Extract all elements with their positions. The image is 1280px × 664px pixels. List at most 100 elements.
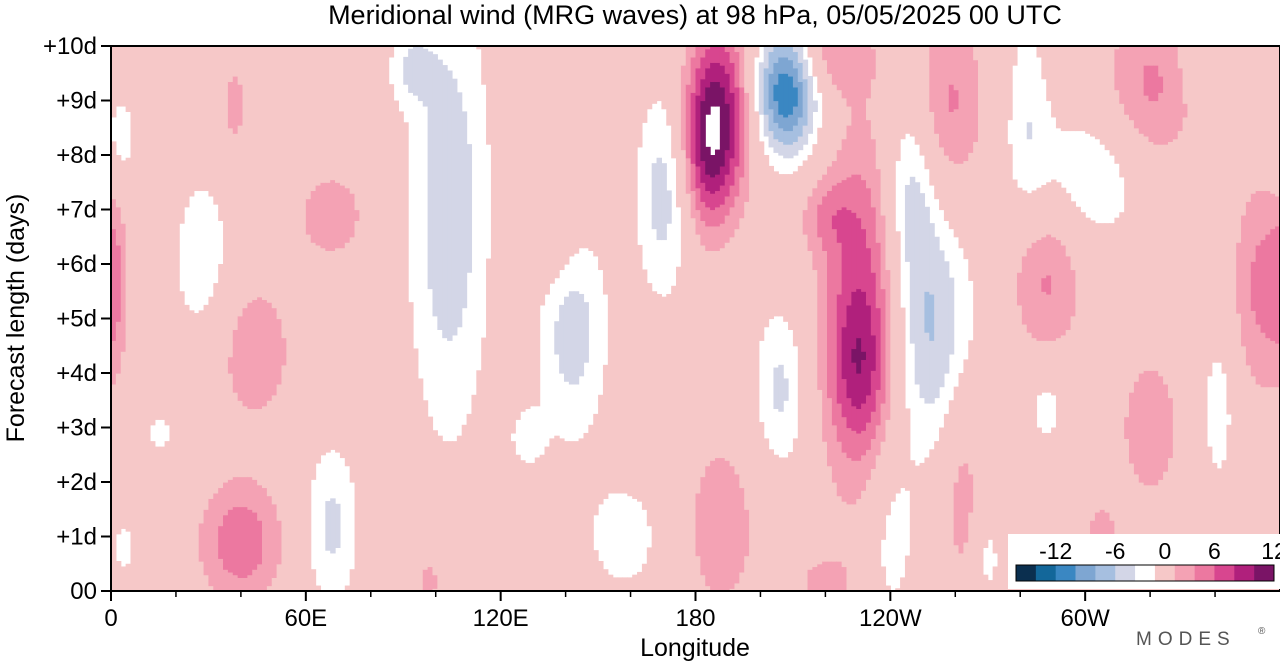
contour-cell [442,441,448,591]
contour-cell [593,413,599,516]
contour-cell [797,46,804,63]
contour-cell [325,182,331,251]
contour-cell [788,452,794,591]
contour-cell [481,337,487,591]
contour-cell [203,574,210,591]
contour-cell [773,100,779,123]
contour-cell [1060,46,1067,132]
contour-cell [232,46,239,77]
contour-cell [1041,340,1047,393]
contour-cell [1265,337,1271,388]
contour-cell [1133,473,1140,591]
contour-cell [724,51,731,74]
contour-cell [1036,187,1042,241]
contour-cell [836,561,843,591]
contour-cell [115,561,122,591]
contour-cell [408,302,414,591]
contour-cell [193,313,200,591]
contour-cell [865,46,872,99]
contour-cell [788,59,794,77]
contour-cell [710,209,716,227]
contour-cell [573,291,580,385]
contour-cell [320,182,326,249]
contour-cell [705,585,711,591]
contour-cell [714,174,721,192]
contour-cell [714,206,721,227]
contour-cell [987,580,994,591]
contour-cell [1065,193,1072,257]
contour-cell [359,46,365,591]
contour-cell [1016,187,1023,273]
contour-cell [315,46,322,186]
wind-contour-field [111,46,1280,591]
contour-cell [705,48,711,69]
contour-cell [861,228,867,292]
contour-cell [115,373,122,535]
contour-cell [831,84,838,162]
contour-cell [281,364,287,591]
contour-cell [710,155,716,178]
contour-cell [812,187,818,271]
contour-cell [1211,46,1218,363]
contour-cell [1167,397,1174,459]
contour-cell [953,89,960,110]
contour-cell [1094,46,1101,140]
contour-cell [851,46,857,175]
contour-cell [788,114,794,132]
contour-cell [705,250,711,467]
contour-cell [1114,217,1120,591]
contour-cell [671,285,677,591]
contour-cell [656,293,662,591]
contour-cell [773,367,779,410]
contour-cell [700,201,706,221]
contour-cell [719,204,726,224]
contour-cell [203,304,210,510]
contour-cell [257,563,263,591]
contour-cell [1172,46,1179,140]
contour-cell [788,174,794,330]
contour-cell [773,138,779,153]
contour-cell [841,206,848,328]
contour-cell [651,291,658,591]
contour-cell [924,457,930,591]
contour-cell [1236,242,1242,314]
contour-cell [953,544,960,591]
contour-cell [115,321,122,374]
contour-cell [115,46,122,107]
contour-cell [164,441,171,591]
contour-cell [783,457,789,591]
contour-cell [1221,460,1228,591]
contour-cell [831,482,838,562]
contour-cell [554,321,560,355]
contour-cell [929,293,935,341]
contour-cell [432,588,438,591]
contour-cell [729,465,736,589]
contour-cell [885,269,891,420]
contour-cell [335,503,341,548]
contour-cell [700,476,706,576]
contour-cell [904,46,911,134]
contour-cell [749,46,755,591]
contour-cell [778,73,784,115]
contour-cell [982,574,989,591]
contour-cell [1031,242,1038,339]
contour-cell [1275,386,1280,591]
x-tick-label: 60E [284,605,327,632]
contour-cell [812,100,818,112]
contour-cell [1031,190,1038,243]
contour-cell [700,56,706,80]
contour-cell [836,209,843,243]
colorbar-swatch [1174,565,1195,581]
contour-cell [257,484,263,521]
contour-cell [1060,187,1067,246]
contour-cell [1046,432,1052,591]
contour-cell [729,92,736,159]
contour-cell [1070,269,1077,317]
contour-cell [729,62,736,93]
contour-cell [111,141,117,200]
contour-cell [904,408,911,491]
contour-cell [758,62,765,115]
contour-cell [836,149,843,183]
contour-cell [422,569,429,591]
contour-cell [442,65,448,339]
